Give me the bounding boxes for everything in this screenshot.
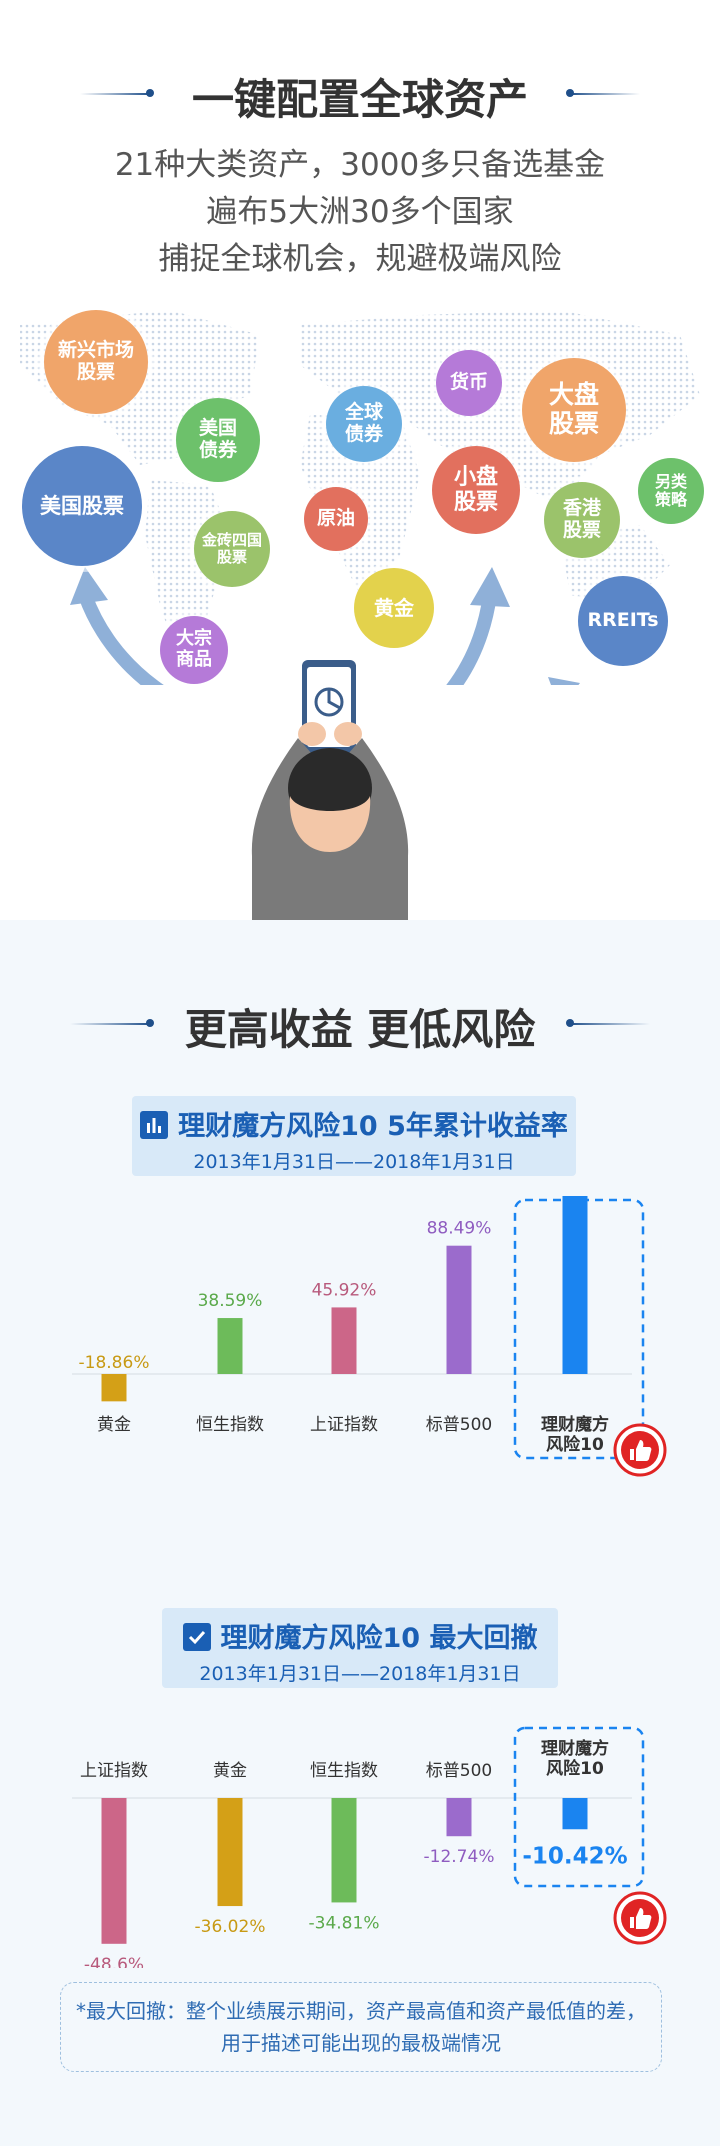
asset-bubble-emerging-stocks: 新兴市场 股票 bbox=[44, 310, 148, 414]
asset-bubble-global-bonds: 全球 债券 bbox=[326, 386, 402, 462]
global-assets-section: 一键配置全球资产 21种大类资产，3000多只备选基金 遍布5大洲30多个国家 … bbox=[0, 0, 720, 920]
bar bbox=[217, 1798, 243, 1907]
note-line-2: 用于描述可能出现的最极端情况 bbox=[221, 2031, 501, 2055]
value-label: -48.6% bbox=[84, 1955, 144, 1968]
category-label: 标普500 bbox=[426, 1415, 492, 1435]
subtitle-line-1: 21种大类资产，3000多只备选基金 bbox=[114, 147, 606, 183]
returns-chart-title: 理财魔方风险10 5年累计收益率 bbox=[178, 1111, 568, 1142]
category-label: 风险10 bbox=[546, 1758, 604, 1779]
value-label: -18.86% bbox=[79, 1353, 150, 1373]
title-decor-dot-left bbox=[146, 89, 154, 97]
title2-decor-dot-left bbox=[146, 1019, 154, 1027]
value-label: -12.74% bbox=[424, 1847, 495, 1867]
bar bbox=[217, 1318, 243, 1374]
asset-bubble-bric-stocks: 金砖四国 股票 bbox=[194, 511, 270, 587]
category-label: 恒生指数 bbox=[196, 1415, 264, 1435]
person-with-phone-illustration bbox=[251, 660, 409, 920]
section2-title: 更高收益 更低风险 bbox=[184, 1005, 536, 1054]
asset-bubble-us-stocks: 美国股票 bbox=[22, 446, 142, 566]
subtitle-line-2: 遍布5大洲30多个国家 bbox=[206, 194, 514, 230]
category-label: 理财魔方 bbox=[541, 1414, 609, 1435]
title2-decor-left bbox=[70, 1023, 150, 1025]
drawdown-chart-title: 理财魔方风险10 最大回撤 bbox=[220, 1623, 538, 1654]
asset-bubble-commodities: 大宗 商品 bbox=[160, 616, 228, 684]
category-label: 黄金 bbox=[213, 1761, 247, 1781]
value-label: -34.81% bbox=[309, 1913, 380, 1933]
bar-chart-icon bbox=[140, 1111, 169, 1139]
returns-chart-header: 理财魔方风险10 5年累计收益率 2013年1月31日——2018年1月31日 bbox=[132, 1096, 576, 1176]
bar bbox=[446, 1245, 472, 1374]
bar bbox=[562, 1798, 588, 1830]
bar bbox=[331, 1307, 357, 1374]
asset-bubble-hk-stocks: 香港 股票 bbox=[544, 482, 620, 558]
category-label: 风险10 bbox=[546, 1434, 604, 1455]
checkbox-icon bbox=[182, 1623, 211, 1651]
category-label: 标普500 bbox=[426, 1761, 492, 1781]
asset-bubble-alternatives: 另类 策略 bbox=[638, 458, 704, 524]
title2-decor-right bbox=[570, 1023, 650, 1025]
title-decor-left bbox=[80, 93, 150, 95]
category-label: 黄金 bbox=[97, 1415, 131, 1435]
returns-bar-chart: -18.86% 黄金 38.59% 恒生指数 45.92% 上证指数 88.49% 标普500… bbox=[0, 1146, 720, 1496]
asset-bubble-us-bonds: 美国 债券 bbox=[176, 398, 260, 482]
asset-bubble-reits: RREITs bbox=[578, 576, 668, 666]
category-label: 理财魔方 bbox=[541, 1738, 609, 1759]
returns-chart-date: 2013年1月31日——2018年1月31日 bbox=[193, 1151, 515, 1173]
thumbs-up-icon bbox=[613, 1423, 667, 1477]
asset-bubble-gold: 黄金 bbox=[354, 568, 434, 648]
bar bbox=[101, 1374, 127, 1402]
drawdown-bar-chart: -48.6% 上证指数 -36.02% 黄金 -34.81% 恒生指数 -12.74% 标普5… bbox=[0, 1706, 720, 1975]
category-label: 恒生指数 bbox=[310, 1761, 378, 1781]
title-decor-right bbox=[570, 93, 640, 95]
max-drawdown-note: *最大回撤：整个业绩展示期间，资产最高值和资产最低值的差， 用于描述可能出现的最… bbox=[60, 1982, 662, 2072]
bar bbox=[562, 1178, 588, 1374]
asset-bubble-large-cap: 大盘 股票 bbox=[522, 358, 626, 462]
asset-bubble-crude-oil: 原油 bbox=[304, 487, 368, 551]
subtitle-line-3: 捕捉全球机会，规避极端风险 bbox=[158, 241, 562, 277]
category-label: 上证指数 bbox=[310, 1415, 378, 1435]
drawdown-chart-date: 2013年1月31日——2018年1月31日 bbox=[199, 1663, 521, 1685]
bar bbox=[101, 1798, 127, 1944]
value-label: 88.49% bbox=[427, 1219, 492, 1239]
bar bbox=[331, 1798, 357, 1903]
value-label: -10.42% bbox=[522, 1843, 627, 1869]
bar bbox=[446, 1798, 472, 1837]
thumbs-up-icon bbox=[613, 1891, 667, 1945]
value-label: 38.59% bbox=[198, 1291, 263, 1311]
value-label: -36.02% bbox=[195, 1917, 266, 1937]
asset-bubble-small-cap: 小盘 股票 bbox=[432, 446, 520, 534]
returns-risk-section: 更高收益 更低风险 理财魔方风险10 5年累计收益率 2013年1月31日——2… bbox=[0, 920, 720, 2146]
value-label: 45.92% bbox=[312, 1280, 377, 1300]
asset-bubble-currency: 货币 bbox=[436, 350, 502, 416]
highlight-frame bbox=[513, 1198, 645, 1460]
note-line-1: *最大回撤：整个业绩展示期间，资产最高值和资产最低值的差， bbox=[76, 1999, 646, 2023]
category-label: 上证指数 bbox=[80, 1761, 148, 1781]
highlight-frame bbox=[513, 1726, 645, 1888]
drawdown-chart-header: 理财魔方风险10 最大回撤 2013年1月31日——2018年1月31日 bbox=[162, 1608, 558, 1688]
section1-title: 一键配置全球资产 bbox=[191, 75, 528, 124]
